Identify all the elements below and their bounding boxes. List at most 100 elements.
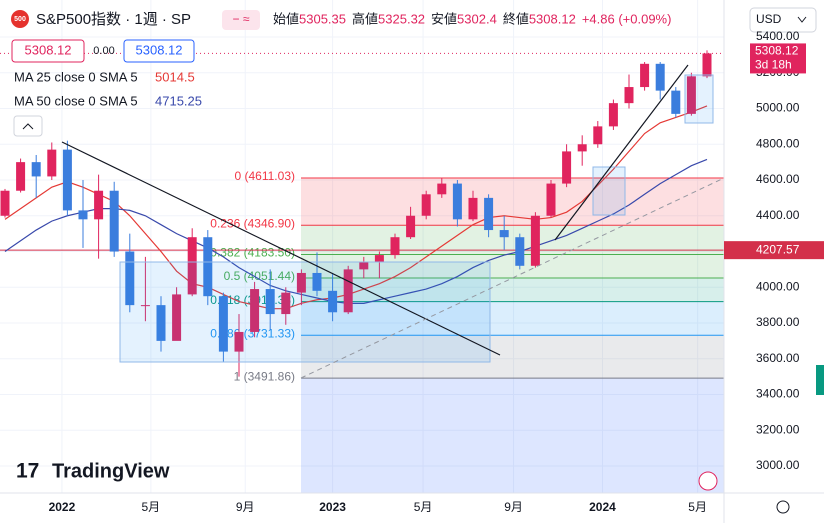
x-tick-label: 2024 <box>589 500 616 514</box>
ohlc-label: 始値 <box>273 11 299 26</box>
candle-body <box>374 255 384 263</box>
candle-body <box>172 294 182 341</box>
trend-line <box>300 177 724 379</box>
rectangle <box>684 74 714 124</box>
trend-line <box>61 141 501 356</box>
x-tick-label: 9月 <box>504 500 523 514</box>
fib-label: 0.786 (3731.33) <box>210 326 295 340</box>
last-price-tag <box>750 43 806 74</box>
candle-body <box>640 63 650 88</box>
fib-label: 0.382 (4183.50) <box>210 246 295 260</box>
candle-body <box>218 296 228 352</box>
candle-body <box>0 190 10 216</box>
y-tick-label: 4400.00 <box>756 208 800 222</box>
x-tick-label: 2022 <box>49 500 76 514</box>
price-tag <box>724 241 824 260</box>
candle-body <box>421 194 431 216</box>
rectangle <box>119 261 491 363</box>
rectangle <box>592 166 626 216</box>
fib-zone <box>301 301 724 336</box>
collapse-button[interactable] <box>13 115 43 137</box>
ma-line <box>4 158 708 304</box>
currency-select[interactable] <box>749 7 817 33</box>
candle-body <box>109 190 119 252</box>
ohlc-value: 5305.35 <box>299 11 346 26</box>
currency: USD <box>756 12 782 26</box>
candle-body <box>16 162 26 191</box>
candle-body <box>702 53 712 77</box>
ohlc-value: 5325.32 <box>378 11 425 26</box>
candle-body <box>671 90 681 114</box>
ma-label: MA 50 close 0 SMA 5 <box>14 93 138 108</box>
candle-body <box>546 183 556 216</box>
candle-body <box>78 210 88 220</box>
candle-body <box>203 237 213 297</box>
compare-icon: − ≈ <box>233 12 250 26</box>
fib-label: 0.5 (4051.44) <box>224 269 295 283</box>
drawings <box>61 64 724 379</box>
y-tick-label: 3200.00 <box>756 422 800 436</box>
brand-mark: 17 <box>16 460 39 483</box>
candle-body <box>624 87 634 104</box>
candle-body <box>484 197 494 231</box>
collapse-icon <box>22 123 34 130</box>
candle-body <box>328 290 338 313</box>
side-tab[interactable] <box>816 365 824 395</box>
x-tick-label: 5月 <box>414 500 433 514</box>
ohlc-label: 終値 <box>503 11 529 26</box>
x-tick-label: 5月 <box>688 500 707 514</box>
x-tick-label: 5月 <box>142 500 161 514</box>
fib-zone <box>301 178 724 226</box>
ohlc-label: 高値 <box>352 11 378 26</box>
candle-body <box>530 215 540 266</box>
settings-icon[interactable] <box>776 500 790 514</box>
buy-box[interactable] <box>123 39 195 63</box>
x-tick-label: 9月 <box>236 500 255 514</box>
news-icon[interactable] <box>698 471 718 491</box>
candle-body <box>390 237 400 256</box>
trend-line <box>554 64 689 241</box>
ohlc-label: 安値 <box>431 11 457 26</box>
candle-body <box>62 149 72 211</box>
fib-zone <box>301 278 724 302</box>
candle-body <box>515 237 525 266</box>
brand-logo: 17 TradingView <box>16 460 170 483</box>
compare-button[interactable] <box>222 10 260 30</box>
candle-body <box>156 305 166 341</box>
candle-body <box>31 162 41 177</box>
brand: TradingView <box>52 460 170 482</box>
candle-body <box>499 230 509 238</box>
fib-label: 1 (3491.86) <box>234 369 295 383</box>
sell-box[interactable] <box>11 39 85 63</box>
candle-body <box>296 272 306 293</box>
x-tick-label: 2023 <box>319 500 346 514</box>
y-tick-label: 3600.00 <box>756 351 800 365</box>
ohlc-value: 5302.4 <box>457 11 497 26</box>
y-tick-label: 4000.00 <box>756 279 800 293</box>
candle-body <box>608 103 618 127</box>
y-tick-label: 5000.00 <box>756 101 800 115</box>
fib-zone <box>301 225 724 255</box>
symbol: S&P500指数 · 1週 · SP <box>36 11 191 28</box>
ma-value: 5014.5 <box>155 69 195 84</box>
ohlc-change: +4.86 (+0.09%) <box>582 11 672 26</box>
candle-body <box>125 251 135 306</box>
ohlc-legend: 始値 5305.35 高値 5325.32 安値 5302.4 終値 5308.12 +4.86… <box>273 11 671 26</box>
candle-body <box>281 292 291 315</box>
candle-body <box>187 237 197 295</box>
fib-label: 0.236 (4346.90) <box>210 216 295 230</box>
candle-body <box>562 151 572 184</box>
candle-body <box>468 197 478 220</box>
countdown: 3d 18h <box>755 58 792 72</box>
candle-body <box>250 289 260 332</box>
y-tick-label: 4600.00 <box>756 172 800 186</box>
price-tag-label: 4207.57 <box>756 242 800 256</box>
candle-body <box>94 190 104 220</box>
y-tick-label: 4800.00 <box>756 136 800 150</box>
logo <box>11 10 29 28</box>
candle-body <box>47 149 57 177</box>
candle-body <box>265 289 275 315</box>
ohlc-value: 5308.12 <box>529 11 576 26</box>
